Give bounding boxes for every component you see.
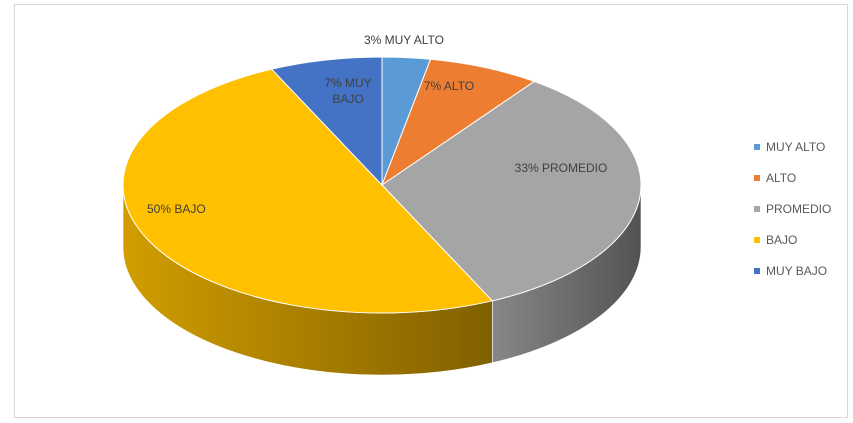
legend-label: PROMEDIO bbox=[766, 201, 832, 216]
data-label-promedio: 33% PROMEDIO bbox=[515, 161, 608, 175]
legend-swatch bbox=[754, 205, 760, 212]
legend-swatch bbox=[754, 267, 760, 274]
legend: MUY ALTO ALTO PROMEDIO BAJO MUY BAJO bbox=[754, 136, 850, 291]
pie-slice-promedio bbox=[381, 80, 642, 302]
data-label-muy-alto: 3% MUY ALTO bbox=[364, 33, 444, 47]
legend-label: ALTO bbox=[766, 170, 797, 185]
legend-item-bajo: BAJO bbox=[754, 229, 850, 250]
pie-slice-bajo bbox=[122, 68, 494, 314]
data-label-bajo: 50% BAJO bbox=[147, 202, 206, 216]
pie-slice-alto bbox=[380, 58, 536, 187]
legend-item-muy-bajo: MUY BAJO bbox=[754, 260, 850, 281]
legend-item-muy-alto: MUY ALTO bbox=[754, 136, 850, 157]
legend-swatch bbox=[754, 174, 760, 181]
data-label-alto: 7% ALTO bbox=[424, 79, 474, 93]
legend-label: BAJO bbox=[766, 232, 798, 247]
legend-label: MUY BAJO bbox=[766, 263, 828, 278]
data-label-muy-bajo: 7% MUY BAJO bbox=[324, 76, 371, 106]
legend-swatch bbox=[754, 143, 760, 150]
legend-item-promedio: PROMEDIO bbox=[754, 198, 850, 219]
legend-label: MUY ALTO bbox=[766, 139, 826, 154]
legend-item-alto: ALTO bbox=[754, 167, 850, 188]
pie-slice-muy-bajo bbox=[270, 56, 383, 187]
legend-swatch bbox=[754, 236, 760, 243]
